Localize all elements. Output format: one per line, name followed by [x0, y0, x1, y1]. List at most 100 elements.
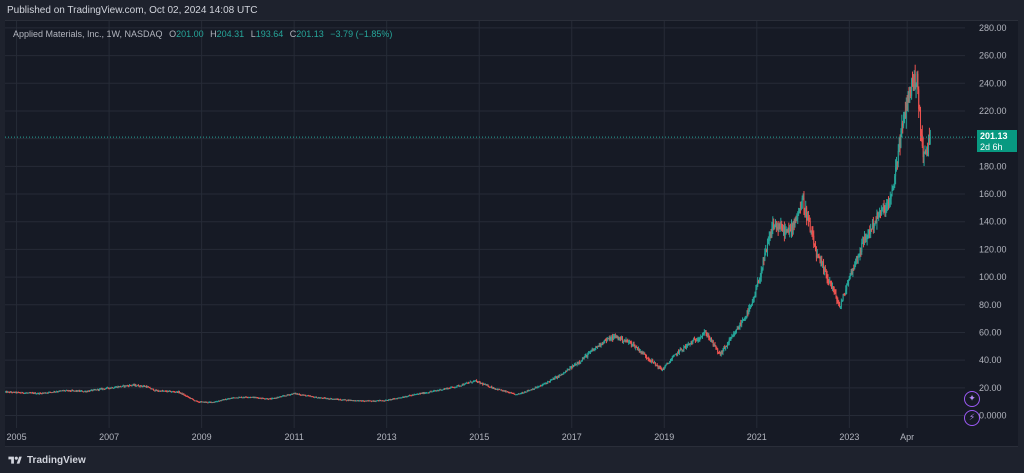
- candle-body: [802, 198, 804, 200]
- candle-body: [916, 73, 918, 85]
- candle-body: [164, 390, 166, 392]
- candle-body: [276, 397, 278, 399]
- candle-body: [658, 366, 660, 368]
- candle-body: [275, 397, 277, 399]
- candle-body: [63, 390, 65, 392]
- candle-body: [925, 150, 927, 154]
- candle-body: [308, 395, 310, 397]
- candle-body: [784, 229, 786, 236]
- candle-body: [621, 337, 623, 340]
- x-tick-label: Apr: [900, 432, 914, 442]
- candle-body: [416, 393, 418, 395]
- candle-body: [262, 397, 264, 399]
- candle-body: [915, 84, 917, 88]
- candle-body: [252, 396, 254, 398]
- candle-body: [298, 394, 300, 396]
- candle-body: [387, 399, 389, 401]
- candle-body: [377, 400, 379, 402]
- candle-body: [141, 386, 143, 388]
- candle-body: [183, 393, 185, 396]
- candle-body: [573, 364, 575, 367]
- candle-body: [68, 390, 70, 392]
- candle-body: [688, 343, 690, 345]
- candle-body: [585, 355, 587, 357]
- candle-body: [670, 360, 672, 363]
- candle-body: [280, 396, 282, 398]
- candle-body: [500, 389, 502, 391]
- candle-body: [796, 218, 798, 220]
- candle-body: [178, 391, 180, 393]
- dividend-event-icon[interactable]: ✦: [964, 391, 980, 407]
- candle-body: [677, 351, 679, 355]
- candle-body: [432, 391, 434, 393]
- candle-body: [625, 339, 627, 341]
- candle-body: [782, 226, 784, 231]
- candle-body: [557, 375, 559, 379]
- candle-body: [455, 386, 457, 388]
- close-value: 201.13: [296, 29, 324, 39]
- candle-body: [578, 361, 580, 364]
- close-label: C: [289, 29, 297, 39]
- candle-body: [575, 364, 577, 366]
- candle-body: [271, 398, 273, 400]
- candle-body: [763, 260, 765, 262]
- candle-body: [38, 392, 40, 394]
- candle-body: [343, 399, 345, 401]
- candle-body: [204, 401, 206, 403]
- candle-body: [113, 387, 115, 389]
- candle-body: [60, 390, 62, 392]
- candle-body: [264, 398, 266, 400]
- candle-body: [837, 300, 839, 303]
- candle-body: [14, 391, 16, 393]
- candle-body: [642, 351, 644, 355]
- candle-body: [562, 374, 564, 376]
- candle-body: [687, 343, 689, 345]
- candle-body: [137, 385, 139, 387]
- candle-body: [710, 337, 712, 340]
- candle-body: [39, 393, 41, 395]
- candle-body: [574, 364, 576, 366]
- candle-body: [41, 392, 43, 394]
- candle-body: [529, 390, 531, 392]
- brand-name[interactable]: TradingView: [27, 455, 86, 466]
- y-tick-label: 240.00: [979, 78, 1007, 88]
- candle-body: [109, 387, 111, 389]
- price-chart[interactable]: 280.00260.00240.00220.00200.00180.00160.…: [5, 21, 1018, 448]
- candle-body: [235, 397, 237, 399]
- candle-body: [489, 387, 491, 389]
- candle-body: [426, 392, 428, 394]
- candle-body: [186, 395, 188, 397]
- candle-body: [315, 396, 317, 398]
- candle-body: [673, 354, 675, 357]
- symbol-title[interactable]: Applied Materials, Inc., 1W, NASDAQ: [13, 29, 163, 39]
- candle-body: [248, 397, 250, 399]
- candle-body: [94, 389, 96, 391]
- candle-body: [691, 342, 693, 344]
- candle-body: [887, 202, 889, 206]
- candle-body: [83, 391, 85, 393]
- candle-body: [120, 386, 122, 388]
- candle-body: [375, 401, 377, 403]
- candle-body: [661, 368, 663, 371]
- candle-body: [599, 343, 601, 346]
- candle-body: [311, 396, 313, 398]
- candle-body: [225, 399, 227, 401]
- candle-body: [788, 228, 790, 233]
- candle-body: [807, 217, 809, 221]
- candle-body: [339, 399, 341, 401]
- candle-body: [467, 382, 469, 384]
- candle-body: [589, 351, 591, 353]
- candle-body: [463, 384, 465, 386]
- candle-body: [442, 389, 444, 391]
- earnings-event-icon[interactable]: ⚡: [964, 410, 980, 426]
- candle-body: [272, 398, 274, 400]
- candle-body: [452, 386, 454, 388]
- candle-body: [615, 335, 617, 337]
- candle-body: [545, 382, 547, 384]
- chart-pane[interactable]: 280.00260.00240.00220.00200.00180.00160.…: [5, 20, 1018, 447]
- candle-body: [711, 340, 713, 342]
- tradingview-logo-icon[interactable]: [8, 455, 23, 466]
- candle-body: [639, 351, 641, 353]
- candle-body: [408, 395, 410, 397]
- candle-body: [876, 212, 878, 224]
